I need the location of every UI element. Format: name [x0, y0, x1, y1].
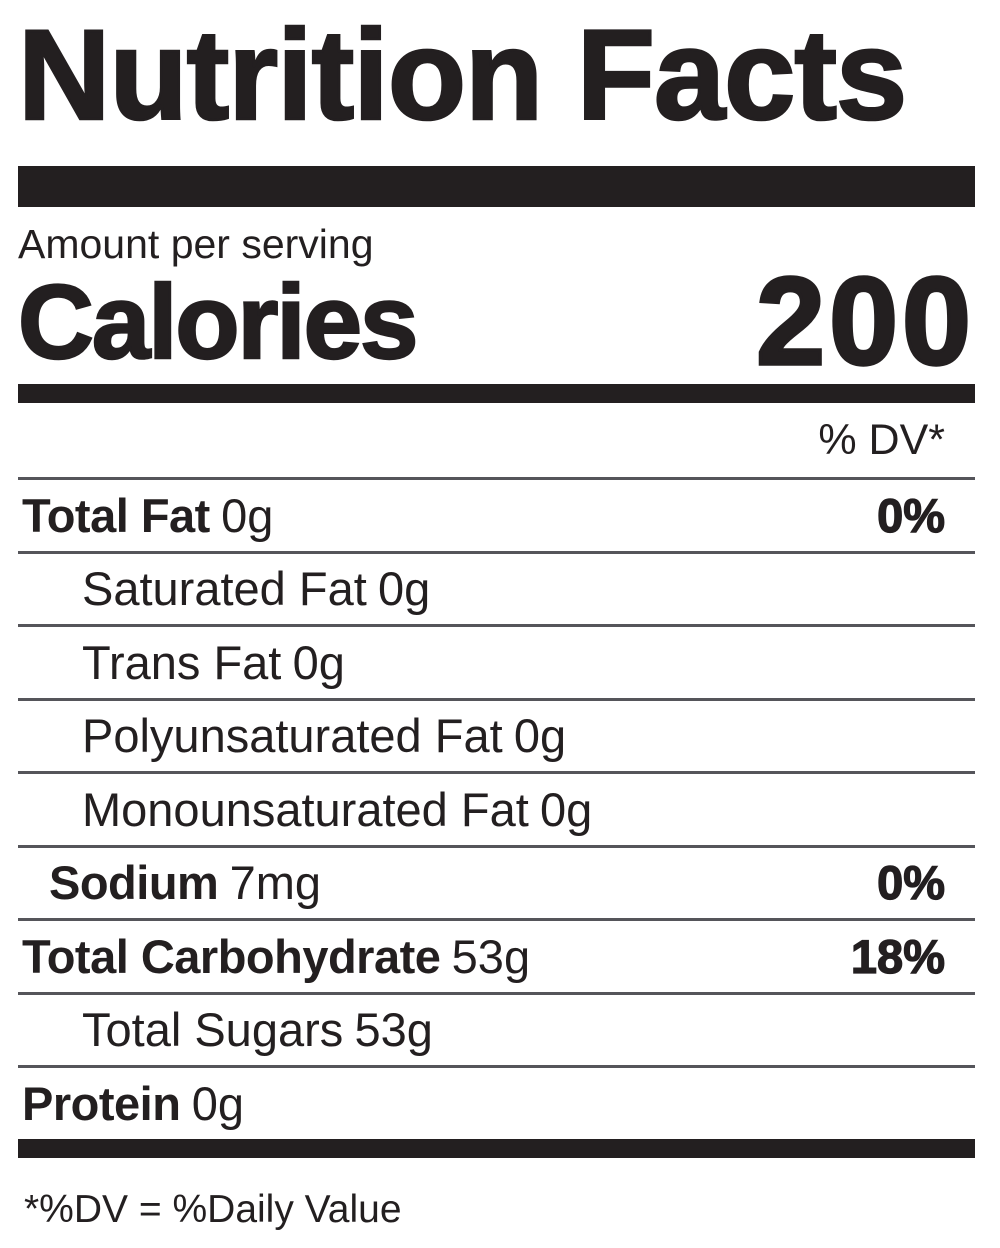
percent-daily-value-header: % DV* [818, 415, 945, 464]
nutrition-facts-label: Nutrition Facts Amount per serving Calor… [17, 4, 975, 1232]
nutrient-row: Protein 0g [18, 1065, 975, 1139]
nutrient-name: Trans Fat [82, 635, 282, 689]
nutrient-amount: 7mg [229, 856, 322, 910]
nutrient-amount: 0g [378, 562, 431, 616]
thick-divider-bottom [18, 1138, 975, 1158]
nutrient-name: Polyunsaturated Fat [82, 709, 503, 763]
nutrient-amount: 53g [451, 929, 531, 983]
nutrient-name: Protein [22, 1076, 181, 1130]
nutrient-amount: 0g [292, 635, 345, 689]
nutrient-name: Total Fat [22, 488, 210, 542]
nutrient-name: Total Sugars [82, 1003, 344, 1057]
nutrient-row: Trans Fat 0g [18, 624, 975, 698]
calories-value: 200 [754, 253, 975, 391]
nutrient-rows: Total Fat 0g 0% Saturated Fat 0g Trans Fat… [18, 477, 975, 1139]
nutrient-daily-value: 18% [850, 929, 945, 983]
nutrient-name-and-amount: Sodium 7mg [49, 855, 321, 910]
nutrient-row: Total Sugars 53g [18, 991, 975, 1066]
calories-row: Calories 200 [17, 253, 975, 391]
daily-value-footnote: *%DV = %Daily Value [24, 1187, 402, 1231]
nutrient-row: Monounsaturated Fat 0g [18, 771, 975, 845]
nutrient-name-and-amount: Monounsaturated Fat 0g [82, 782, 592, 837]
nutrient-name-and-amount: Trans Fat 0g [82, 635, 345, 690]
nutrient-row: Total Fat 0g 0% [18, 477, 975, 551]
nutrient-name-and-amount: Polyunsaturated Fat 0g [82, 708, 566, 763]
nutrient-daily-value: 0% [876, 488, 945, 542]
nutrient-name-and-amount: Total Carbohydrate 53g [22, 929, 530, 984]
nutrient-amount: 0g [513, 709, 567, 763]
nutrient-name-and-amount: Protein 0g [22, 1076, 244, 1131]
nutrient-name-and-amount: Total Sugars 53g [82, 1002, 433, 1057]
nutrient-name: Total Carbohydrate [22, 929, 441, 983]
nutrient-name: Monounsaturated Fat [82, 782, 529, 836]
nutrient-name: Saturated Fat [82, 562, 367, 616]
nutrient-name-and-amount: Total Fat 0g [22, 488, 273, 543]
nutrient-amount: 0g [191, 1076, 244, 1130]
nutrient-amount: 0g [540, 782, 593, 836]
nutrient-amount: 53g [354, 1003, 433, 1057]
nutrient-name-and-amount: Saturated Fat 0g [82, 561, 430, 616]
nutrient-row: Polyunsaturated Fat 0g [18, 697, 975, 772]
amount-per-serving-label: Amount per serving [18, 221, 374, 267]
nutrient-row: Sodium 7mg 0% [18, 844, 975, 919]
nutrient-name: Sodium [49, 856, 219, 910]
medium-divider [18, 384, 975, 403]
calories-label: Calories [17, 264, 420, 381]
label-title: Nutrition Facts [17, 4, 909, 147]
nutrient-row: Saturated Fat 0g [18, 550, 975, 625]
nutrient-daily-value: 0% [876, 856, 945, 910]
nutrient-amount: 0g [221, 488, 274, 542]
thick-divider-top [18, 166, 975, 207]
nutrient-row: Total Carbohydrate 53g 18% [18, 918, 975, 992]
